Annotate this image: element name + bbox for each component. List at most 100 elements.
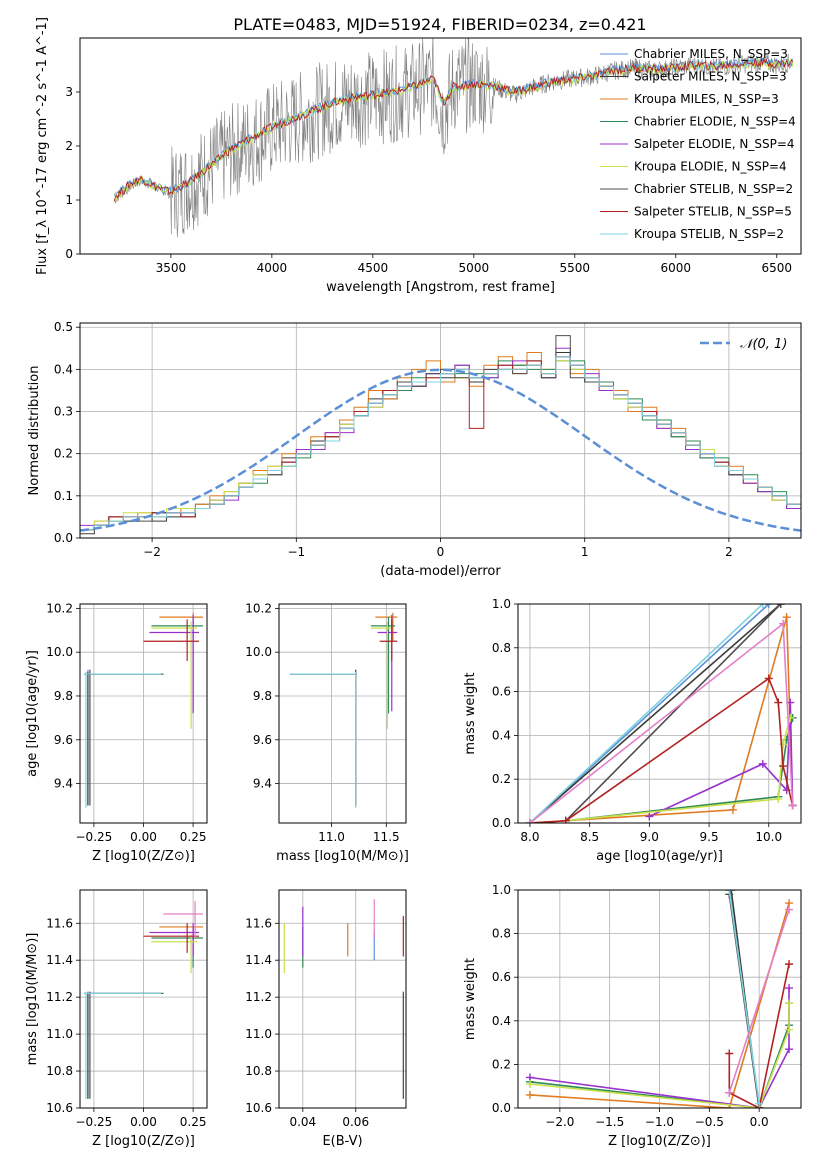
y-tick-label: 0.0 <box>492 816 511 830</box>
panel-weight-vs-age: 8.0 8.5 9.0 9.5 10.0 0.0 0.2 0.4 0.6 0.8 1.0 age [l… <box>463 597 802 864</box>
weight-line-chabrier-stelib <box>565 604 782 822</box>
weight-marker-pink <box>525 819 534 823</box>
y-tick-label: 11.2 <box>46 990 73 1004</box>
spectrum-model-line <box>113 57 794 202</box>
axes-frame <box>79 889 208 1109</box>
panel-age-vs-Z: −0.25 0.00 0.25 9.4 9.6 9.8 10.0 10.2 Z [log10(Z… <box>25 601 208 864</box>
weight-marker-kroupa-miles <box>728 805 737 814</box>
y-tick-label: 0.8 <box>492 641 511 655</box>
panel-mass-vs-EBV: 0.04 0.06 10.6 10.8 11.0 11.2 11.4 11.6 E(B-V) <box>245 889 407 1149</box>
x-tick-label: 0.06 <box>342 1115 369 1129</box>
weight-line-salpeter-miles <box>529 604 782 823</box>
x-tick-label: 0.00 <box>130 830 157 844</box>
x-tick-label: 8.5 <box>580 830 599 844</box>
weight-line-kroupa-stelib <box>529 604 764 823</box>
y-tick-label: 0.4 <box>54 362 73 376</box>
y-tick-label: 11.4 <box>245 953 272 967</box>
axes-frame <box>517 603 802 824</box>
weight-marker-salpeter-stelib <box>764 674 773 683</box>
weight-marker-kroupa-stelib <box>755 1099 764 1108</box>
plots-group: 3500 4000 4500 5000 5500 6000 6500 0 1 2 3 waveleng… <box>25 17 802 1149</box>
y-tick-label: 2 <box>65 139 73 153</box>
x-tick-label: 9.0 <box>640 830 659 844</box>
weight-marker-salpeter-stelib <box>725 1049 734 1058</box>
y-axis-label: Normed distribution <box>27 366 42 496</box>
legend-label: Kroupa MILES, N_SSP=3 <box>634 92 779 106</box>
weight-marker-kroupa-elodie <box>525 1080 534 1089</box>
x-axis-label: (data-model)/error <box>380 564 501 579</box>
x-tick-label: 0.00 <box>130 1115 157 1129</box>
weight-marker-pink <box>725 1088 734 1097</box>
y-axis-label: Flux [f_λ 10^-17 erg cm^-2 s^-1 A^-1] <box>35 17 50 275</box>
weight-marker-kroupa-elodie <box>785 1025 794 1034</box>
weight-marker-salpeter-elodie <box>758 759 767 768</box>
y-tick-label: 10.0 <box>46 645 73 659</box>
axes-frame <box>79 322 802 539</box>
histogram-step-kroupa-stelib <box>80 356 801 531</box>
axes-frame <box>278 889 407 1109</box>
x-tick-label: 0.25 <box>180 830 207 844</box>
y-tick-label: 11.6 <box>245 916 272 930</box>
x-tick-label: 4500 <box>358 261 389 275</box>
weight-marker-kroupa-stelib <box>725 890 734 894</box>
weight-marker-kroupa-elodie <box>785 999 794 1008</box>
x-axis-label: Z [log10(Z/Z⊙)] <box>608 1134 711 1149</box>
plot-area-mass-vs-EBV <box>283 899 404 1099</box>
y-tick-label: 10.6 <box>245 1101 272 1115</box>
y-tick-label: 0.0 <box>492 1101 511 1115</box>
x-axis-label: Z [log10(Z/Z⊙)] <box>92 849 195 864</box>
weight-marker-salpeter-stelib <box>774 698 783 707</box>
weight-marker-kroupa-elodie <box>774 794 783 803</box>
x-tick-label: 8.0 <box>520 830 539 844</box>
y-tick-label: 1 <box>65 193 73 207</box>
x-tick-label: 2 <box>725 545 733 559</box>
y-tick-label: 0.3 <box>54 405 73 419</box>
weight-line-salpeter-stelib <box>728 963 790 1108</box>
y-tick-label: 9.6 <box>54 733 73 747</box>
y-tick-label: 0.4 <box>492 728 511 742</box>
x-tick-label: 6000 <box>661 261 692 275</box>
y-tick-label: 11.0 <box>245 1027 272 1041</box>
y-tick-label: 0 <box>65 247 73 261</box>
y-tick-label: 0.6 <box>492 685 511 699</box>
spectrum-model-line <box>113 57 794 198</box>
weight-line-chabrier-elodie <box>565 717 794 822</box>
weight-marker-chabrier-miles <box>764 604 773 608</box>
y-tick-label: 0.5 <box>54 320 73 334</box>
weight-marker-salpeter-stelib <box>779 762 788 771</box>
y-axis-label: age [log10(age/yr)] <box>25 650 40 777</box>
x-tick-label: −0.25 <box>76 830 113 844</box>
panel-age-vs-mass: 11.0 11.5 9.4 9.6 9.8 10.0 10.2 mass [log10(M/M… <box>245 601 409 864</box>
x-tick-label: 5000 <box>459 261 490 275</box>
y-axis-label: mass weight <box>463 958 478 1040</box>
weight-marker-salpeter-elodie <box>645 812 654 821</box>
weight-marker-kroupa-miles <box>782 613 791 622</box>
legend-label: Kroupa STELIB, N_SSP=2 <box>634 227 784 241</box>
y-tick-label: 0.2 <box>492 772 511 786</box>
weight-marker-kroupa-elodie <box>779 740 788 749</box>
y-tick-label: 1.0 <box>492 597 511 611</box>
plot-area-mass-vs-Z <box>83 901 204 1099</box>
spectrum-model-line <box>113 58 794 202</box>
weight-marker-kroupa-stelib <box>758 604 767 608</box>
weight-marker-salpeter-elodie <box>785 984 794 993</box>
legend-label: Salpeter STELIB, N_SSP=5 <box>634 205 792 219</box>
y-tick-label: 11.2 <box>245 990 272 1004</box>
weight-line-kroupa-stelib <box>728 890 760 1104</box>
y-tick-label: 0.8 <box>492 927 511 941</box>
plot-area-weight-vs-Z <box>525 890 794 1108</box>
y-tick-label: 0.1 <box>54 489 73 503</box>
x-tick-label: −1.0 <box>645 1115 674 1129</box>
panel-weight-vs-Z: −2.0 −1.5 −1.0 −0.5 0.0 0.0 0.2 0.4 0.6 0.8 1.0 Z [… <box>463 883 802 1149</box>
y-tick-label: 9.6 <box>253 733 272 747</box>
x-tick-label: 4000 <box>257 261 288 275</box>
x-tick-label: 5500 <box>560 261 591 275</box>
weight-marker-pink <box>779 619 788 628</box>
weight-marker-kroupa-miles <box>525 1090 534 1099</box>
x-tick-label: 9.5 <box>700 830 719 844</box>
x-axis-label: wavelength [Angstrom, rest frame] <box>326 280 555 295</box>
y-tick-label: 10.8 <box>46 1064 73 1078</box>
y-tick-label: 10.2 <box>46 601 73 615</box>
x-tick-label: 0 <box>437 545 445 559</box>
